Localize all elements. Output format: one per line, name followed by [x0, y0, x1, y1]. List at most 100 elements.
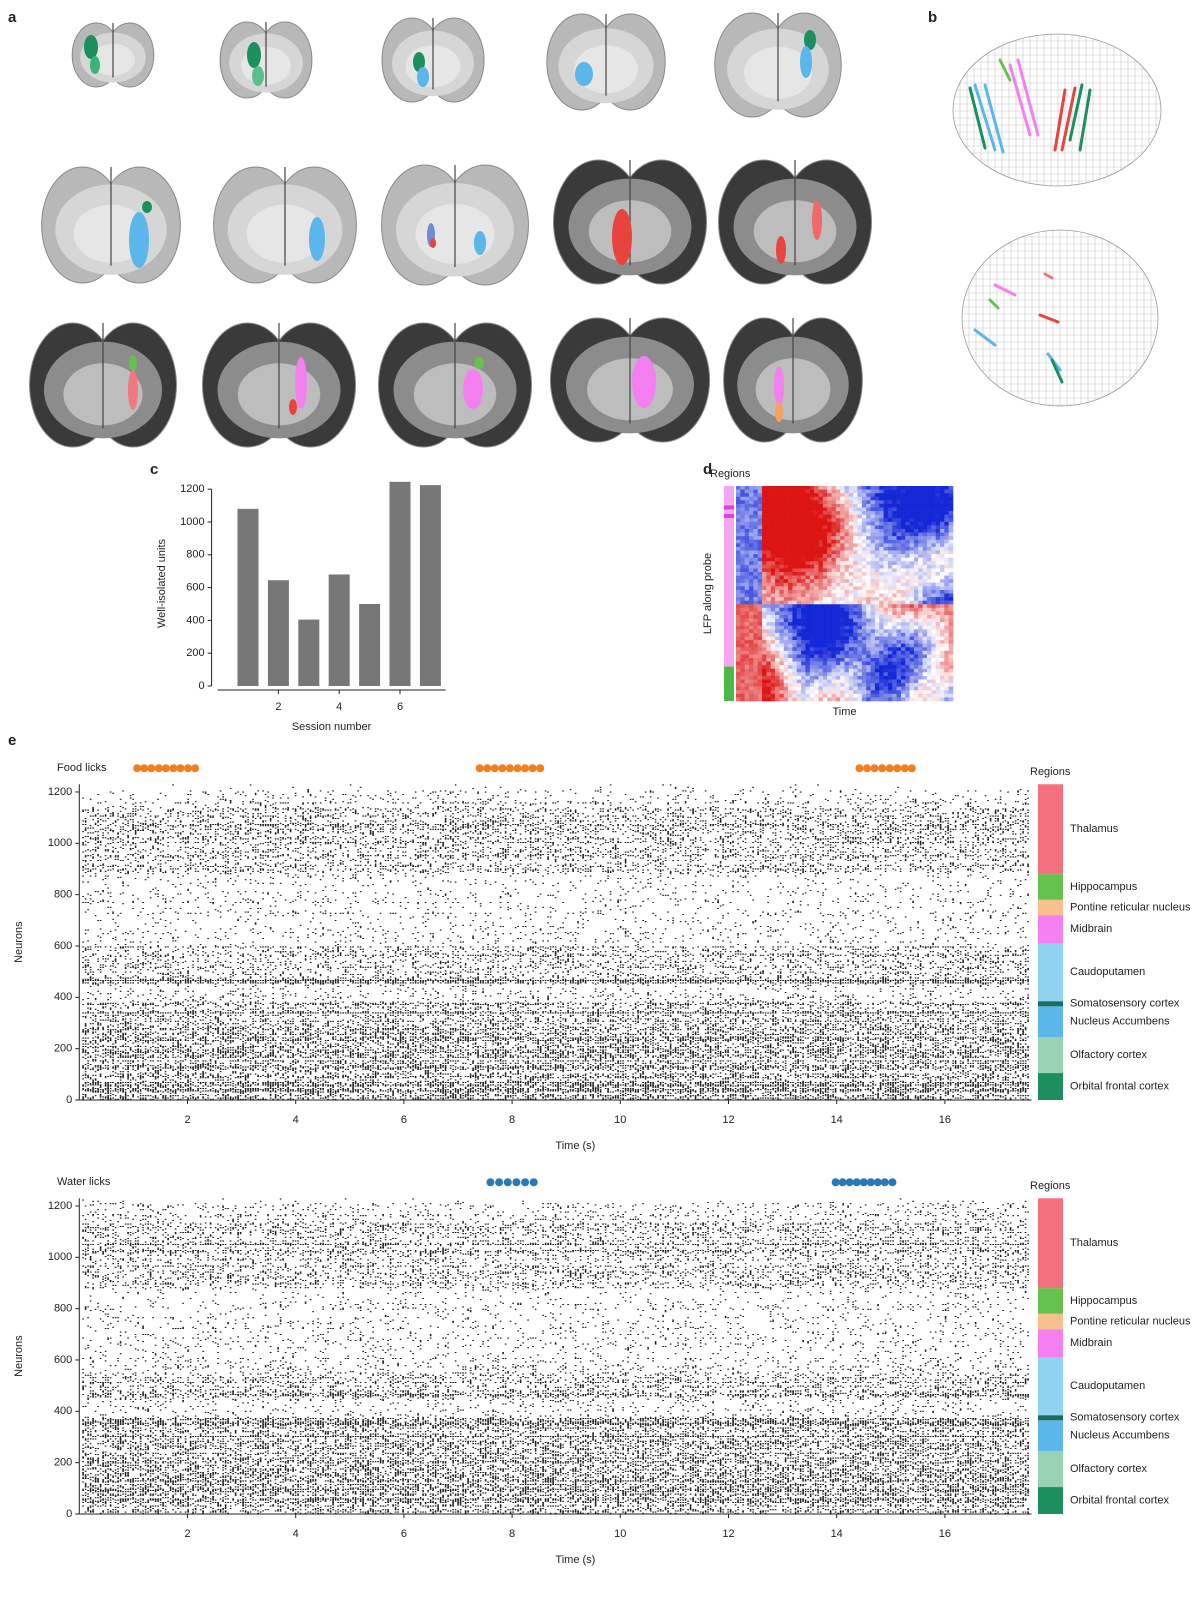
heatmap-cell	[913, 557, 919, 562]
lick-event	[521, 764, 530, 773]
heatmap-cell	[935, 607, 941, 612]
heatmap-cell	[775, 647, 780, 652]
heatmap-cell	[749, 561, 754, 566]
heatmap-cell	[783, 615, 789, 619]
heatmap-cell	[944, 668, 949, 673]
heatmap-cell	[922, 686, 928, 691]
heatmap-cell	[848, 600, 854, 605]
y-tick-label: 200	[186, 647, 204, 659]
heatmap-cell	[900, 622, 906, 627]
heatmap-cell	[935, 658, 941, 662]
heatmap-cell	[788, 532, 793, 537]
heatmap-cell	[809, 593, 815, 598]
heatmap-cell	[857, 586, 863, 591]
heatmap-cell	[883, 543, 889, 548]
heatmap-cell	[762, 493, 767, 498]
heatmap-cell	[740, 486, 745, 490]
bar	[267, 580, 289, 686]
heatmap-cell	[766, 647, 772, 652]
heatmap-cell	[935, 507, 941, 512]
heatmap-cell	[766, 675, 772, 680]
heatmap-cell	[861, 647, 867, 652]
heatmap-cell	[779, 611, 785, 616]
heatmap-cell	[948, 636, 954, 641]
heatmap-cell	[744, 679, 750, 684]
region-label: Olfactory cortex	[1070, 1049, 1148, 1061]
heatmap-cell	[905, 518, 910, 523]
heatmap-cell	[900, 658, 906, 662]
heatmap-cell	[792, 582, 798, 587]
heatmap-cell	[792, 600, 798, 605]
heatmap-cell	[822, 532, 828, 537]
heatmap-cell	[740, 564, 745, 569]
heatmap-cell	[809, 600, 815, 605]
region-bar	[1038, 1329, 1063, 1358]
heatmap-cell	[900, 586, 906, 591]
heatmap-cell	[736, 658, 741, 662]
heatmap-cell	[913, 593, 919, 598]
heatmap-cell	[913, 683, 919, 687]
probe-track	[252, 66, 264, 86]
heatmap-cell	[827, 518, 832, 523]
region-label: Caudoputamen	[1070, 1380, 1145, 1392]
heatmap-cell	[788, 607, 793, 612]
heatmap-cell	[905, 693, 910, 698]
brain-slice	[71, 22, 155, 88]
heatmap-cell	[874, 518, 880, 523]
heatmap-cell	[944, 661, 949, 666]
x-tick-label: 16	[939, 1114, 951, 1126]
heatmap-cell	[822, 503, 828, 508]
heatmap-cell	[766, 615, 772, 619]
heatmap-cell	[762, 597, 767, 601]
heatmap-cell	[801, 572, 806, 576]
brain-slice	[213, 166, 357, 284]
heatmap-cell	[757, 600, 763, 605]
heatmap-cell	[788, 543, 793, 548]
heatmap-cell	[762, 650, 767, 655]
heatmap-cell	[896, 686, 902, 691]
heatmap-cell	[801, 503, 806, 508]
heatmap-cell	[887, 518, 893, 523]
heatmap-cell	[905, 622, 910, 627]
heatmap-cell	[913, 514, 919, 519]
heatmap-cell	[874, 543, 880, 548]
heatmap-cell	[853, 611, 858, 616]
region-bar	[1038, 1073, 1063, 1100]
heatmap-cell	[853, 589, 858, 594]
heatmap-cell	[853, 554, 858, 558]
heatmap-cell	[840, 640, 845, 644]
heatmap-cell	[944, 629, 949, 634]
heatmap-cell	[801, 672, 806, 677]
heatmap-cell	[827, 690, 832, 695]
heatmap-cell	[853, 636, 858, 641]
heatmap-cell	[809, 607, 815, 612]
heatmap-cell	[931, 572, 936, 576]
heatmap-cell	[918, 500, 923, 505]
heatmap-cell	[788, 690, 793, 695]
heatmap-cell	[744, 640, 750, 644]
heatmap-cell	[788, 561, 793, 566]
heatmap-cell	[944, 643, 949, 648]
heatmap-cell	[913, 697, 919, 702]
heatmap-cell	[762, 607, 767, 612]
heatmap-cell	[870, 675, 876, 680]
heatmap-cell	[809, 507, 815, 512]
heatmap-cell	[879, 611, 884, 616]
lick-event	[191, 764, 200, 773]
heatmap-cell	[814, 675, 819, 680]
heatmap-cell	[861, 572, 867, 576]
heatmap-cell	[831, 672, 837, 677]
heatmap-cell	[926, 604, 932, 609]
heatmap-cell	[749, 511, 754, 515]
heatmap-cell	[783, 564, 789, 569]
heatmap-cell	[792, 654, 798, 659]
heatmap-cell	[809, 679, 815, 684]
heatmap-cell	[814, 503, 819, 508]
heatmap-cell	[792, 489, 798, 494]
heatmap-cell	[766, 693, 772, 698]
heatmap-cell	[770, 582, 776, 587]
heatmap-cell	[844, 697, 850, 702]
heatmap-cell	[840, 500, 845, 505]
heatmap-cell	[844, 643, 850, 648]
